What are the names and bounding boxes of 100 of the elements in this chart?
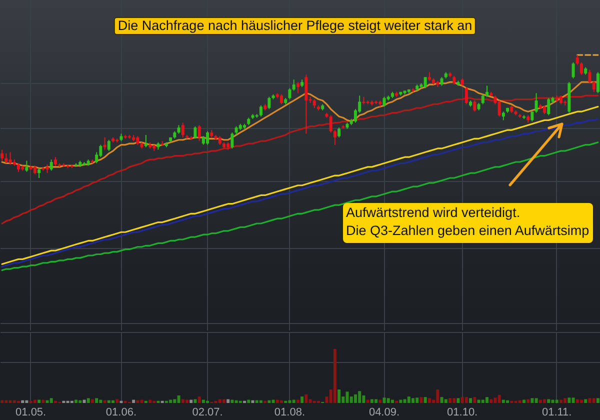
bar bbox=[82, 400, 86, 403]
bar bbox=[407, 396, 410, 403]
bar bbox=[25, 400, 28, 403]
candlestick bbox=[288, 88, 292, 100]
bar bbox=[268, 400, 271, 403]
bar bbox=[202, 400, 205, 403]
bar bbox=[386, 398, 390, 403]
bar bbox=[378, 400, 382, 403]
candlestick bbox=[50, 159, 53, 172]
bar bbox=[169, 400, 172, 403]
candlestick bbox=[592, 80, 596, 92]
bar bbox=[251, 400, 254, 403]
x-tick-label: 04.09. bbox=[368, 406, 400, 418]
bar bbox=[194, 399, 197, 403]
candlestick bbox=[481, 94, 484, 105]
bar bbox=[460, 397, 464, 403]
bar bbox=[276, 400, 279, 403]
bar bbox=[440, 397, 444, 403]
candlestick bbox=[144, 134, 148, 148]
candlestick bbox=[588, 69, 592, 84]
candlestick bbox=[206, 130, 210, 146]
bar bbox=[112, 400, 115, 403]
bar bbox=[12, 400, 16, 403]
candlestick bbox=[4, 152, 8, 164]
chart-title: Die Nachfrage nach häuslicher Pflege steigt weiter stark an bbox=[114, 17, 476, 35]
bar bbox=[399, 400, 402, 403]
bar bbox=[222, 399, 226, 403]
bar bbox=[416, 398, 419, 403]
candlestick bbox=[198, 124, 201, 142]
candlestick bbox=[194, 126, 197, 140]
bar bbox=[444, 399, 448, 403]
bar bbox=[74, 400, 78, 403]
candlestick bbox=[424, 76, 427, 89]
bar bbox=[481, 400, 484, 403]
candlestick bbox=[530, 111, 534, 122]
bar bbox=[530, 398, 534, 403]
bar bbox=[338, 390, 341, 403]
bar bbox=[490, 399, 493, 403]
bar bbox=[21, 400, 24, 403]
bar bbox=[33, 400, 36, 403]
bar bbox=[424, 397, 427, 403]
bar bbox=[280, 400, 284, 403]
bar bbox=[42, 400, 45, 403]
candlestick bbox=[382, 96, 386, 108]
candlestick bbox=[338, 127, 341, 138]
bar bbox=[136, 400, 140, 403]
bar bbox=[534, 398, 538, 403]
bar bbox=[568, 398, 571, 403]
candlestick bbox=[292, 79, 296, 92]
x-tick-label: 01.06. bbox=[106, 406, 137, 418]
bar bbox=[346, 392, 349, 403]
candlestick bbox=[0, 149, 4, 162]
bar bbox=[592, 398, 596, 403]
bar bbox=[300, 396, 304, 403]
bar bbox=[464, 397, 468, 403]
bar bbox=[452, 398, 456, 403]
bar bbox=[140, 400, 144, 403]
bar bbox=[358, 391, 362, 403]
bar bbox=[428, 398, 431, 403]
bar bbox=[148, 400, 152, 403]
bar bbox=[584, 399, 588, 403]
bar bbox=[543, 399, 546, 403]
bar bbox=[255, 400, 258, 403]
candlestick bbox=[296, 82, 300, 94]
candlestick bbox=[8, 152, 12, 165]
bar bbox=[412, 398, 415, 403]
bar bbox=[90, 399, 94, 403]
bar bbox=[230, 400, 234, 403]
bar bbox=[596, 398, 600, 403]
bar bbox=[477, 400, 480, 403]
candlestick bbox=[596, 72, 600, 94]
bar bbox=[78, 400, 82, 403]
bar bbox=[218, 399, 222, 403]
bar bbox=[304, 394, 308, 403]
bar bbox=[370, 399, 374, 403]
bar bbox=[288, 400, 292, 403]
bar bbox=[8, 400, 12, 403]
bar bbox=[366, 400, 370, 403]
candlestick bbox=[280, 94, 284, 105]
candlestick bbox=[107, 139, 110, 152]
bar bbox=[333, 349, 336, 403]
x-tick-label: 01.10. bbox=[447, 406, 478, 418]
candlestick bbox=[473, 100, 476, 112]
bar bbox=[190, 400, 193, 403]
bar bbox=[576, 399, 579, 403]
candlestick bbox=[230, 132, 234, 149]
bar bbox=[498, 394, 501, 403]
bar bbox=[132, 400, 136, 403]
bar bbox=[469, 398, 472, 403]
x-tick-label: 02.07. bbox=[192, 406, 223, 418]
bar bbox=[382, 398, 386, 403]
bar bbox=[354, 394, 357, 403]
bar bbox=[559, 400, 562, 403]
bar bbox=[226, 399, 230, 403]
bar bbox=[116, 399, 119, 403]
bar bbox=[296, 400, 300, 403]
bar bbox=[99, 400, 102, 403]
bar bbox=[390, 400, 394, 403]
bar bbox=[103, 400, 106, 403]
candlestick bbox=[547, 98, 550, 116]
